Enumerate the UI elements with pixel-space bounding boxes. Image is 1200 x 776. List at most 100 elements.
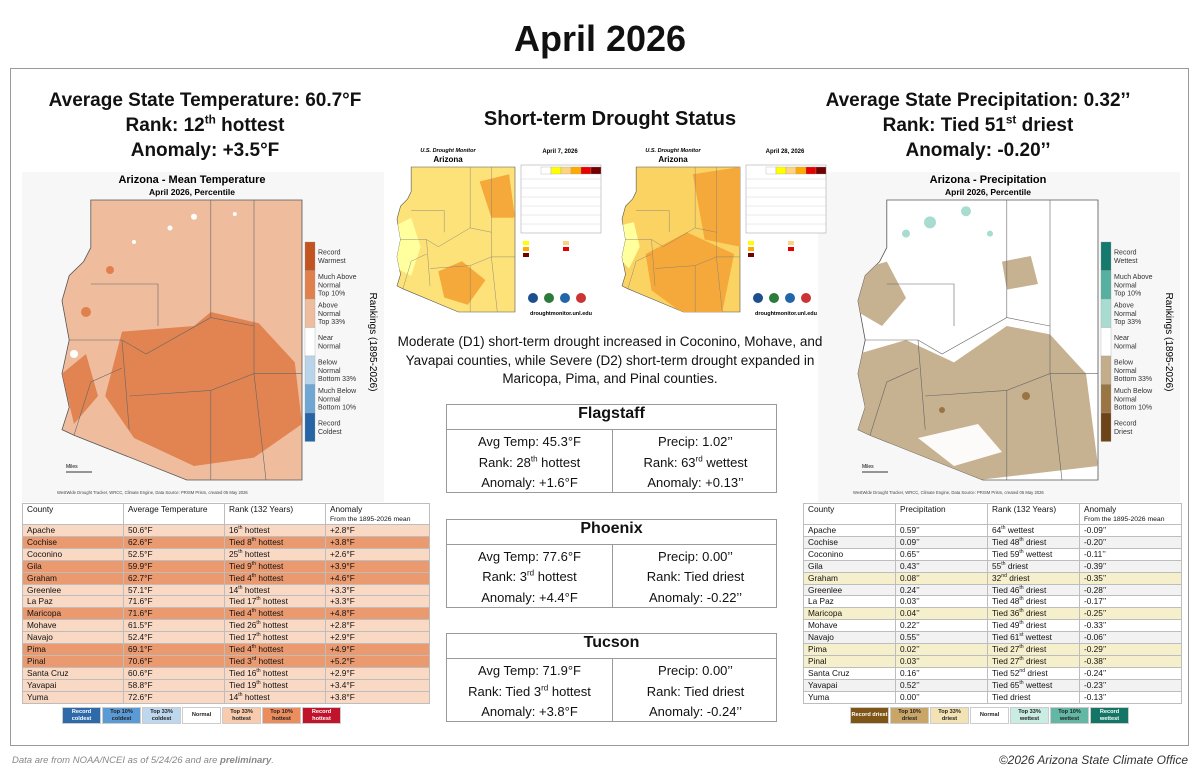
table-row: Yuma 72.6°F 14th hottest +3.8°F bbox=[22, 690, 430, 704]
city-stat: Anomaly: +3.8°F bbox=[481, 704, 578, 719]
table-row: Apache 50.6°F 16th hottest +2.8°F bbox=[22, 524, 430, 537]
footer-note-end: . bbox=[271, 755, 274, 766]
table-cell: Tied 16th hottest bbox=[224, 666, 326, 680]
table-row: Coconino 52.5°F 25th hottest +2.6°F bbox=[22, 547, 430, 561]
table-cell: +4.9°F bbox=[325, 643, 430, 656]
dm-table-head bbox=[540, 166, 552, 175]
table-row: Maricopa 0.04’’ Tied 36th driest -0.25’’ bbox=[803, 607, 1182, 621]
page-title: April 2026 bbox=[513, 18, 687, 59]
table-row: La Paz 71.6°F Tied 17th hottest +3.3°F bbox=[22, 595, 430, 609]
legend-label: Normal bbox=[1114, 368, 1137, 375]
table-header-cell: Average Temperature bbox=[123, 503, 225, 525]
table-cell: -0.28’’ bbox=[1079, 583, 1182, 597]
table-cell: Tied 19th hottest bbox=[224, 678, 326, 692]
table-cell: Cochise bbox=[22, 535, 124, 549]
legend-swatch bbox=[304, 298, 316, 328]
key-label: Top 10% coldest bbox=[110, 709, 133, 722]
legend-label: Much Below bbox=[1114, 388, 1153, 395]
dm-county-line bbox=[716, 256, 723, 313]
key-label: Normal bbox=[191, 712, 212, 719]
headline-line: Average State Temperature: 60.7°F bbox=[48, 90, 362, 111]
table-cell: 0.52’’ bbox=[895, 678, 988, 692]
city-divider bbox=[612, 430, 613, 492]
key-box: Normal bbox=[182, 707, 221, 724]
map-speckle bbox=[987, 230, 993, 237]
table-cell: Apache bbox=[803, 524, 896, 537]
header-text: Rank (132 Years) bbox=[992, 504, 1057, 514]
table-cell: Mohave bbox=[803, 619, 896, 633]
city-box: Tucson Avg Temp: 71.9°F Precip: 0.00’’ Rank… bbox=[446, 633, 777, 722]
table-cell: 72.6°F bbox=[123, 690, 225, 704]
legend-label: Below bbox=[318, 360, 338, 367]
table-cell: Navajo bbox=[803, 631, 896, 645]
dm-table-head bbox=[580, 166, 592, 175]
table-cell: 0.16’’ bbox=[895, 666, 988, 680]
table-cell: 0.55’’ bbox=[895, 631, 988, 645]
table-cell: 0.65’’ bbox=[895, 547, 988, 561]
legend-label: Normal bbox=[1114, 343, 1137, 350]
table-cell: Tied 48th driest bbox=[987, 535, 1080, 549]
table-row: Pinal 70.6°F Tied 3rd hottest +5.2°F bbox=[22, 654, 430, 668]
dm-state: Arizona bbox=[433, 155, 463, 164]
dm-region bbox=[438, 261, 486, 305]
dm-source: U.S. Drought Monitor bbox=[420, 148, 476, 154]
dm-date: April 7, 2026 bbox=[542, 149, 578, 155]
table-cell: +3.8°F bbox=[325, 535, 430, 549]
table-cell: Tied 52nd driest bbox=[987, 666, 1080, 680]
table-cell: 61.5°F bbox=[123, 619, 225, 633]
table-cell: 69.1°F bbox=[123, 643, 225, 656]
table-cell: -0.06’’ bbox=[1079, 631, 1182, 645]
map-shading-region bbox=[62, 354, 98, 424]
footer-note-text: Data are from NOAA/NCEI as of 5/24/26 an… bbox=[12, 755, 218, 766]
table-cell: 32nd driest bbox=[987, 571, 1080, 585]
key-label: Top 10% hottest bbox=[270, 709, 293, 722]
table-cell: +3.3°F bbox=[325, 595, 430, 609]
table-cell: Pima bbox=[22, 643, 124, 656]
table-cell: Yavapai bbox=[803, 678, 896, 692]
map-shading-region bbox=[858, 261, 906, 326]
dm-legend-swatch bbox=[748, 247, 754, 251]
legend-swatch bbox=[304, 355, 316, 385]
table-cell: 0.59’’ bbox=[895, 524, 988, 537]
table-row: Pinal 0.03’’ Tied 27th driest -0.38’’ bbox=[803, 654, 1182, 668]
dm-county-line bbox=[655, 256, 740, 269]
table-cell: -0.11’’ bbox=[1079, 547, 1182, 561]
headline-line: Anomaly: +3.5°F bbox=[130, 140, 280, 161]
county-line bbox=[73, 367, 123, 436]
map-subtitle: April 2026, Percentile bbox=[149, 187, 235, 197]
header-text: Average Temperature bbox=[128, 504, 208, 514]
footer-note-emphasis: preliminary bbox=[220, 755, 272, 766]
table-cell: 62.7°F bbox=[123, 571, 225, 585]
table-row: Santa Cruz 0.16’’ Tied 52nd driest -0.24’’ bbox=[803, 666, 1182, 680]
dm-legend-swatch bbox=[563, 241, 569, 245]
dm-county-line bbox=[402, 253, 427, 289]
legend-label: Driest bbox=[1114, 429, 1132, 436]
map-title: Arizona - Mean Temperature bbox=[118, 174, 265, 186]
footer-credit: ©2026 Arizona State Climate Office bbox=[998, 753, 1188, 767]
table-cell: Santa Cruz bbox=[803, 666, 896, 680]
table-row: Cochise 62.6°F Tied 8th hottest +3.8°F bbox=[22, 535, 430, 549]
map-speckle bbox=[191, 213, 197, 220]
map-speckle bbox=[939, 407, 945, 413]
city-stat: Rank: 3rd hottest bbox=[482, 568, 577, 584]
table-cell: -0.17’’ bbox=[1079, 595, 1182, 609]
city-stat: Anomaly: +0.13’’ bbox=[647, 475, 744, 490]
table-cell: -0.35’’ bbox=[1079, 571, 1182, 585]
table-cell: Tied 4th hottest bbox=[224, 607, 326, 621]
table-cell: 25th hottest bbox=[224, 547, 326, 561]
key-label: Top 33% wettest bbox=[1018, 709, 1041, 722]
legend-label: Normal bbox=[318, 282, 341, 289]
table-cell: +2.8°F bbox=[325, 524, 430, 537]
key-box: Record driest bbox=[850, 707, 889, 724]
table-cell: Tied 17th hottest bbox=[224, 631, 326, 645]
map-shading-region bbox=[1002, 256, 1038, 290]
table-cell: 0.02’’ bbox=[895, 643, 988, 656]
legend-swatch bbox=[304, 270, 316, 300]
dm-region bbox=[397, 217, 421, 276]
table-cell: 58.8°F bbox=[123, 678, 225, 692]
table-cell: Tied 26th hottest bbox=[224, 619, 326, 633]
city-stat: Rank: Tied 3rd hottest bbox=[468, 683, 591, 699]
table-row: Mohave 0.22’’ Tied 49th driest -0.33’’ bbox=[803, 619, 1182, 633]
